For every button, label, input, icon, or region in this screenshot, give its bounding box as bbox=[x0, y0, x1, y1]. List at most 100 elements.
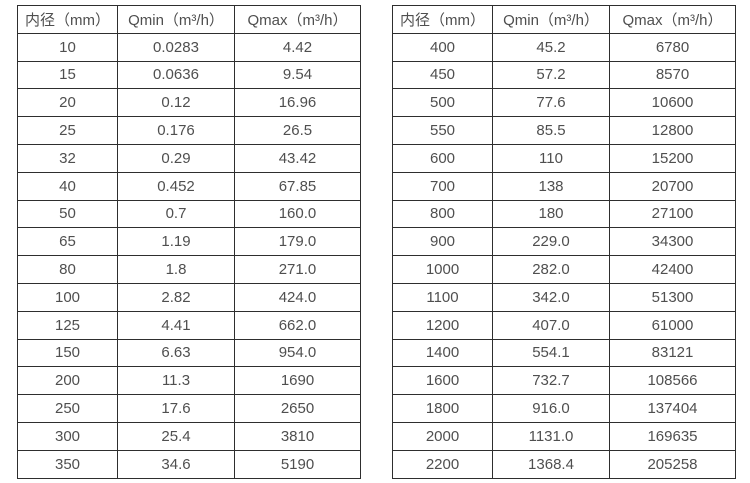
table-row: 600 110 15200 bbox=[392, 143, 736, 173]
table-cell: 554.1 bbox=[492, 338, 610, 368]
table-cell: 3810 bbox=[234, 421, 361, 451]
table-cell: 179.0 bbox=[234, 227, 361, 257]
table-cell: 500 bbox=[392, 88, 493, 118]
table-row: 900 229.0 34300 bbox=[392, 227, 736, 257]
table-cell: 160.0 bbox=[234, 199, 361, 229]
table-cell: 229.0 bbox=[492, 227, 610, 257]
table-row: 2000 1131.0 169635 bbox=[392, 421, 736, 451]
table-row: 550 85.5 12800 bbox=[392, 116, 736, 145]
table-cell: 108566 bbox=[609, 366, 736, 396]
table-cell: 65 bbox=[17, 227, 118, 257]
table-row: 10 0.0283 4.42 bbox=[17, 32, 361, 62]
table-cell: 0.452 bbox=[117, 171, 235, 201]
table-cell: 25.4 bbox=[117, 421, 235, 451]
table-row: 25 0.176 26.5 bbox=[17, 116, 361, 145]
table-row: 100 2.82 424.0 bbox=[17, 282, 361, 312]
table-cell: 25 bbox=[17, 116, 118, 145]
table-cell: 282.0 bbox=[492, 255, 610, 284]
table-cell: 0.7 bbox=[117, 199, 235, 229]
table-row: 80 1.8 271.0 bbox=[17, 255, 361, 284]
table-cell: 15 bbox=[17, 60, 118, 90]
table-cell: 45.2 bbox=[492, 32, 610, 62]
table-row: 2200 1368.4 205258 bbox=[392, 449, 736, 479]
table-row: 125 4.41 662.0 bbox=[17, 310, 361, 340]
table-row: 1100 342.0 51300 bbox=[392, 282, 736, 312]
table-cell: 169635 bbox=[609, 421, 736, 451]
table-cell: 51300 bbox=[609, 282, 736, 312]
table-row: 450 57.2 8570 bbox=[392, 60, 736, 90]
table-cell: 32 bbox=[17, 143, 118, 173]
table-cell: 0.0283 bbox=[117, 32, 235, 62]
table-cell: 450 bbox=[392, 60, 493, 90]
table-cell: 10600 bbox=[609, 88, 736, 118]
table-cell: 424.0 bbox=[234, 282, 361, 312]
table-cell: 271.0 bbox=[234, 255, 361, 284]
table-cell: 6.63 bbox=[117, 338, 235, 368]
table-cell: 1.19 bbox=[117, 227, 235, 257]
table-cell: 137404 bbox=[609, 394, 736, 423]
table-cell: 300 bbox=[17, 421, 118, 451]
left-flow-table: 内径（mm） Qmin（m³/h） Qmax（m³/h） 10 0.0283 4.4… bbox=[17, 5, 361, 479]
table-cell: 43.42 bbox=[234, 143, 361, 173]
table-cell: 34.6 bbox=[117, 449, 235, 479]
table-cell: 1000 bbox=[392, 255, 493, 284]
table-cell: 400 bbox=[392, 32, 493, 62]
table-cell: 42400 bbox=[609, 255, 736, 284]
table-cell: 67.85 bbox=[234, 171, 361, 201]
table-cell: 61000 bbox=[609, 310, 736, 340]
table-cell: 550 bbox=[392, 116, 493, 145]
table-cell: 0.29 bbox=[117, 143, 235, 173]
table-row: 20 0.12 16.96 bbox=[17, 88, 361, 118]
table-cell: 800 bbox=[392, 199, 493, 229]
table-cell: 4.41 bbox=[117, 310, 235, 340]
table-cell: 180 bbox=[492, 199, 610, 229]
table-row: 65 1.19 179.0 bbox=[17, 227, 361, 257]
table-cell: 350 bbox=[17, 449, 118, 479]
table-header-row: 内径（mm） Qmin（m³/h） Qmax（m³/h） bbox=[17, 5, 361, 34]
table-cell: 110 bbox=[492, 143, 610, 173]
table-row: 400 45.2 6780 bbox=[392, 32, 736, 62]
table-cell: 40 bbox=[17, 171, 118, 201]
column-header-diameter: 内径（mm） bbox=[392, 5, 493, 34]
table-cell: 205258 bbox=[609, 449, 736, 479]
column-header-qmin: Qmin（m³/h） bbox=[117, 5, 235, 34]
table-row: 1600 732.7 108566 bbox=[392, 366, 736, 396]
table-cell: 125 bbox=[17, 310, 118, 340]
table-cell: 11.3 bbox=[117, 366, 235, 396]
table-row: 1000 282.0 42400 bbox=[392, 255, 736, 284]
table-cell: 4.42 bbox=[234, 32, 361, 62]
table-cell: 1690 bbox=[234, 366, 361, 396]
table-cell: 342.0 bbox=[492, 282, 610, 312]
column-header-qmin: Qmin（m³/h） bbox=[492, 5, 610, 34]
table-cell: 15200 bbox=[609, 143, 736, 173]
table-cell: 407.0 bbox=[492, 310, 610, 340]
table-cell: 916.0 bbox=[492, 394, 610, 423]
table-cell: 1800 bbox=[392, 394, 493, 423]
table-cell: 1.8 bbox=[117, 255, 235, 284]
table-cell: 12800 bbox=[609, 116, 736, 145]
table-row: 500 77.6 10600 bbox=[392, 88, 736, 118]
table-cell: 900 bbox=[392, 227, 493, 257]
table-cell: 10 bbox=[17, 32, 118, 62]
table-row: 40 0.452 67.85 bbox=[17, 171, 361, 201]
right-flow-table: 内径（mm） Qmin（m³/h） Qmax（m³/h） 400 45.2 6780… bbox=[392, 5, 736, 479]
column-header-qmax: Qmax（m³/h） bbox=[234, 5, 361, 34]
table-cell: 732.7 bbox=[492, 366, 610, 396]
table-cell: 16.96 bbox=[234, 88, 361, 118]
table-cell: 200 bbox=[17, 366, 118, 396]
table-cell: 138 bbox=[492, 171, 610, 201]
table-cell: 2.82 bbox=[117, 282, 235, 312]
table-row: 15 0.0636 9.54 bbox=[17, 60, 361, 90]
table-cell: 600 bbox=[392, 143, 493, 173]
table-row: 800 180 27100 bbox=[392, 199, 736, 229]
table-cell: 27100 bbox=[609, 199, 736, 229]
table-cell: 1400 bbox=[392, 338, 493, 368]
table-cell: 1200 bbox=[392, 310, 493, 340]
table-row: 1400 554.1 83121 bbox=[392, 338, 736, 368]
table-cell: 0.176 bbox=[117, 116, 235, 145]
table-cell: 85.5 bbox=[492, 116, 610, 145]
table-cell: 0.12 bbox=[117, 88, 235, 118]
table-cell: 6780 bbox=[609, 32, 736, 62]
table-row: 50 0.7 160.0 bbox=[17, 199, 361, 229]
table-cell: 2000 bbox=[392, 421, 493, 451]
